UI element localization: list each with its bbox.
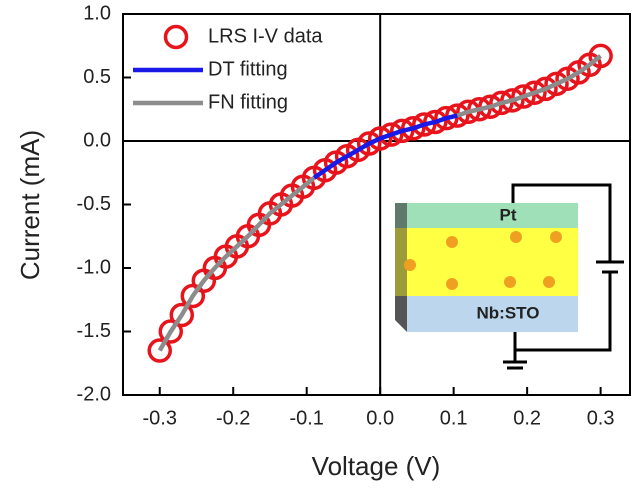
data-point [445,103,470,128]
x-axis-title: Voltage (V) [312,451,441,481]
wire [515,272,612,352]
y-tick-label: 1.0 [83,2,111,24]
x-tick-label: -0.1 [289,407,323,429]
y-axis-title: Current (mA) [15,130,45,280]
x-tick-label: 0.0 [366,407,394,429]
y-tick-label: -0.5 [77,193,111,215]
fit-line [312,113,458,180]
inset: Pt Nb:STO [395,183,624,370]
data-point [434,105,459,131]
data-point [500,88,525,113]
data-point [158,319,184,344]
data-point [400,116,426,141]
fit-line [157,54,603,352]
legend-label: LRS I-V data [208,25,323,47]
nbsto-side [395,296,407,332]
y-tick-label: -2.0 [77,383,111,405]
y-tick-label: -1.5 [77,320,111,342]
data-point [533,76,558,102]
y-tick-label: -1.0 [77,256,111,278]
vacancies [404,231,562,290]
data-point [544,71,569,97]
data-point [389,118,415,144]
legend-symbol [163,24,189,50]
y-tick-label: 0.0 [83,129,111,151]
data-point [356,131,382,156]
nbsto-layer [407,296,578,332]
data-point [169,302,195,328]
data-point [378,122,404,147]
x-tick-label: 0.3 [587,407,615,429]
inset-label: Nb:STO [477,303,540,322]
wire [511,183,612,262]
data-point [478,94,503,119]
data-point [412,112,437,137]
legend-label: DT fitting [208,58,288,80]
pt-layer [407,203,578,228]
x-tick-label: -0.2 [216,407,250,429]
x-tick-label: 0.2 [513,407,541,429]
legend-label: FN fitting [208,91,288,113]
data-point [467,97,492,122]
data-point [522,80,547,105]
data-point [511,84,536,109]
data-point [456,99,481,125]
x-tick-label: 0.1 [440,407,468,429]
inset-label: Pt [500,205,517,224]
data-point [147,338,172,363]
data-point [367,126,393,151]
data-point [423,109,448,135]
y-tick-label: 0.5 [83,66,111,88]
pt-side [395,203,407,228]
x-tick-label: -0.3 [143,407,177,429]
oxide-side [395,228,407,296]
data-point [588,43,613,69]
data-point [489,90,514,116]
